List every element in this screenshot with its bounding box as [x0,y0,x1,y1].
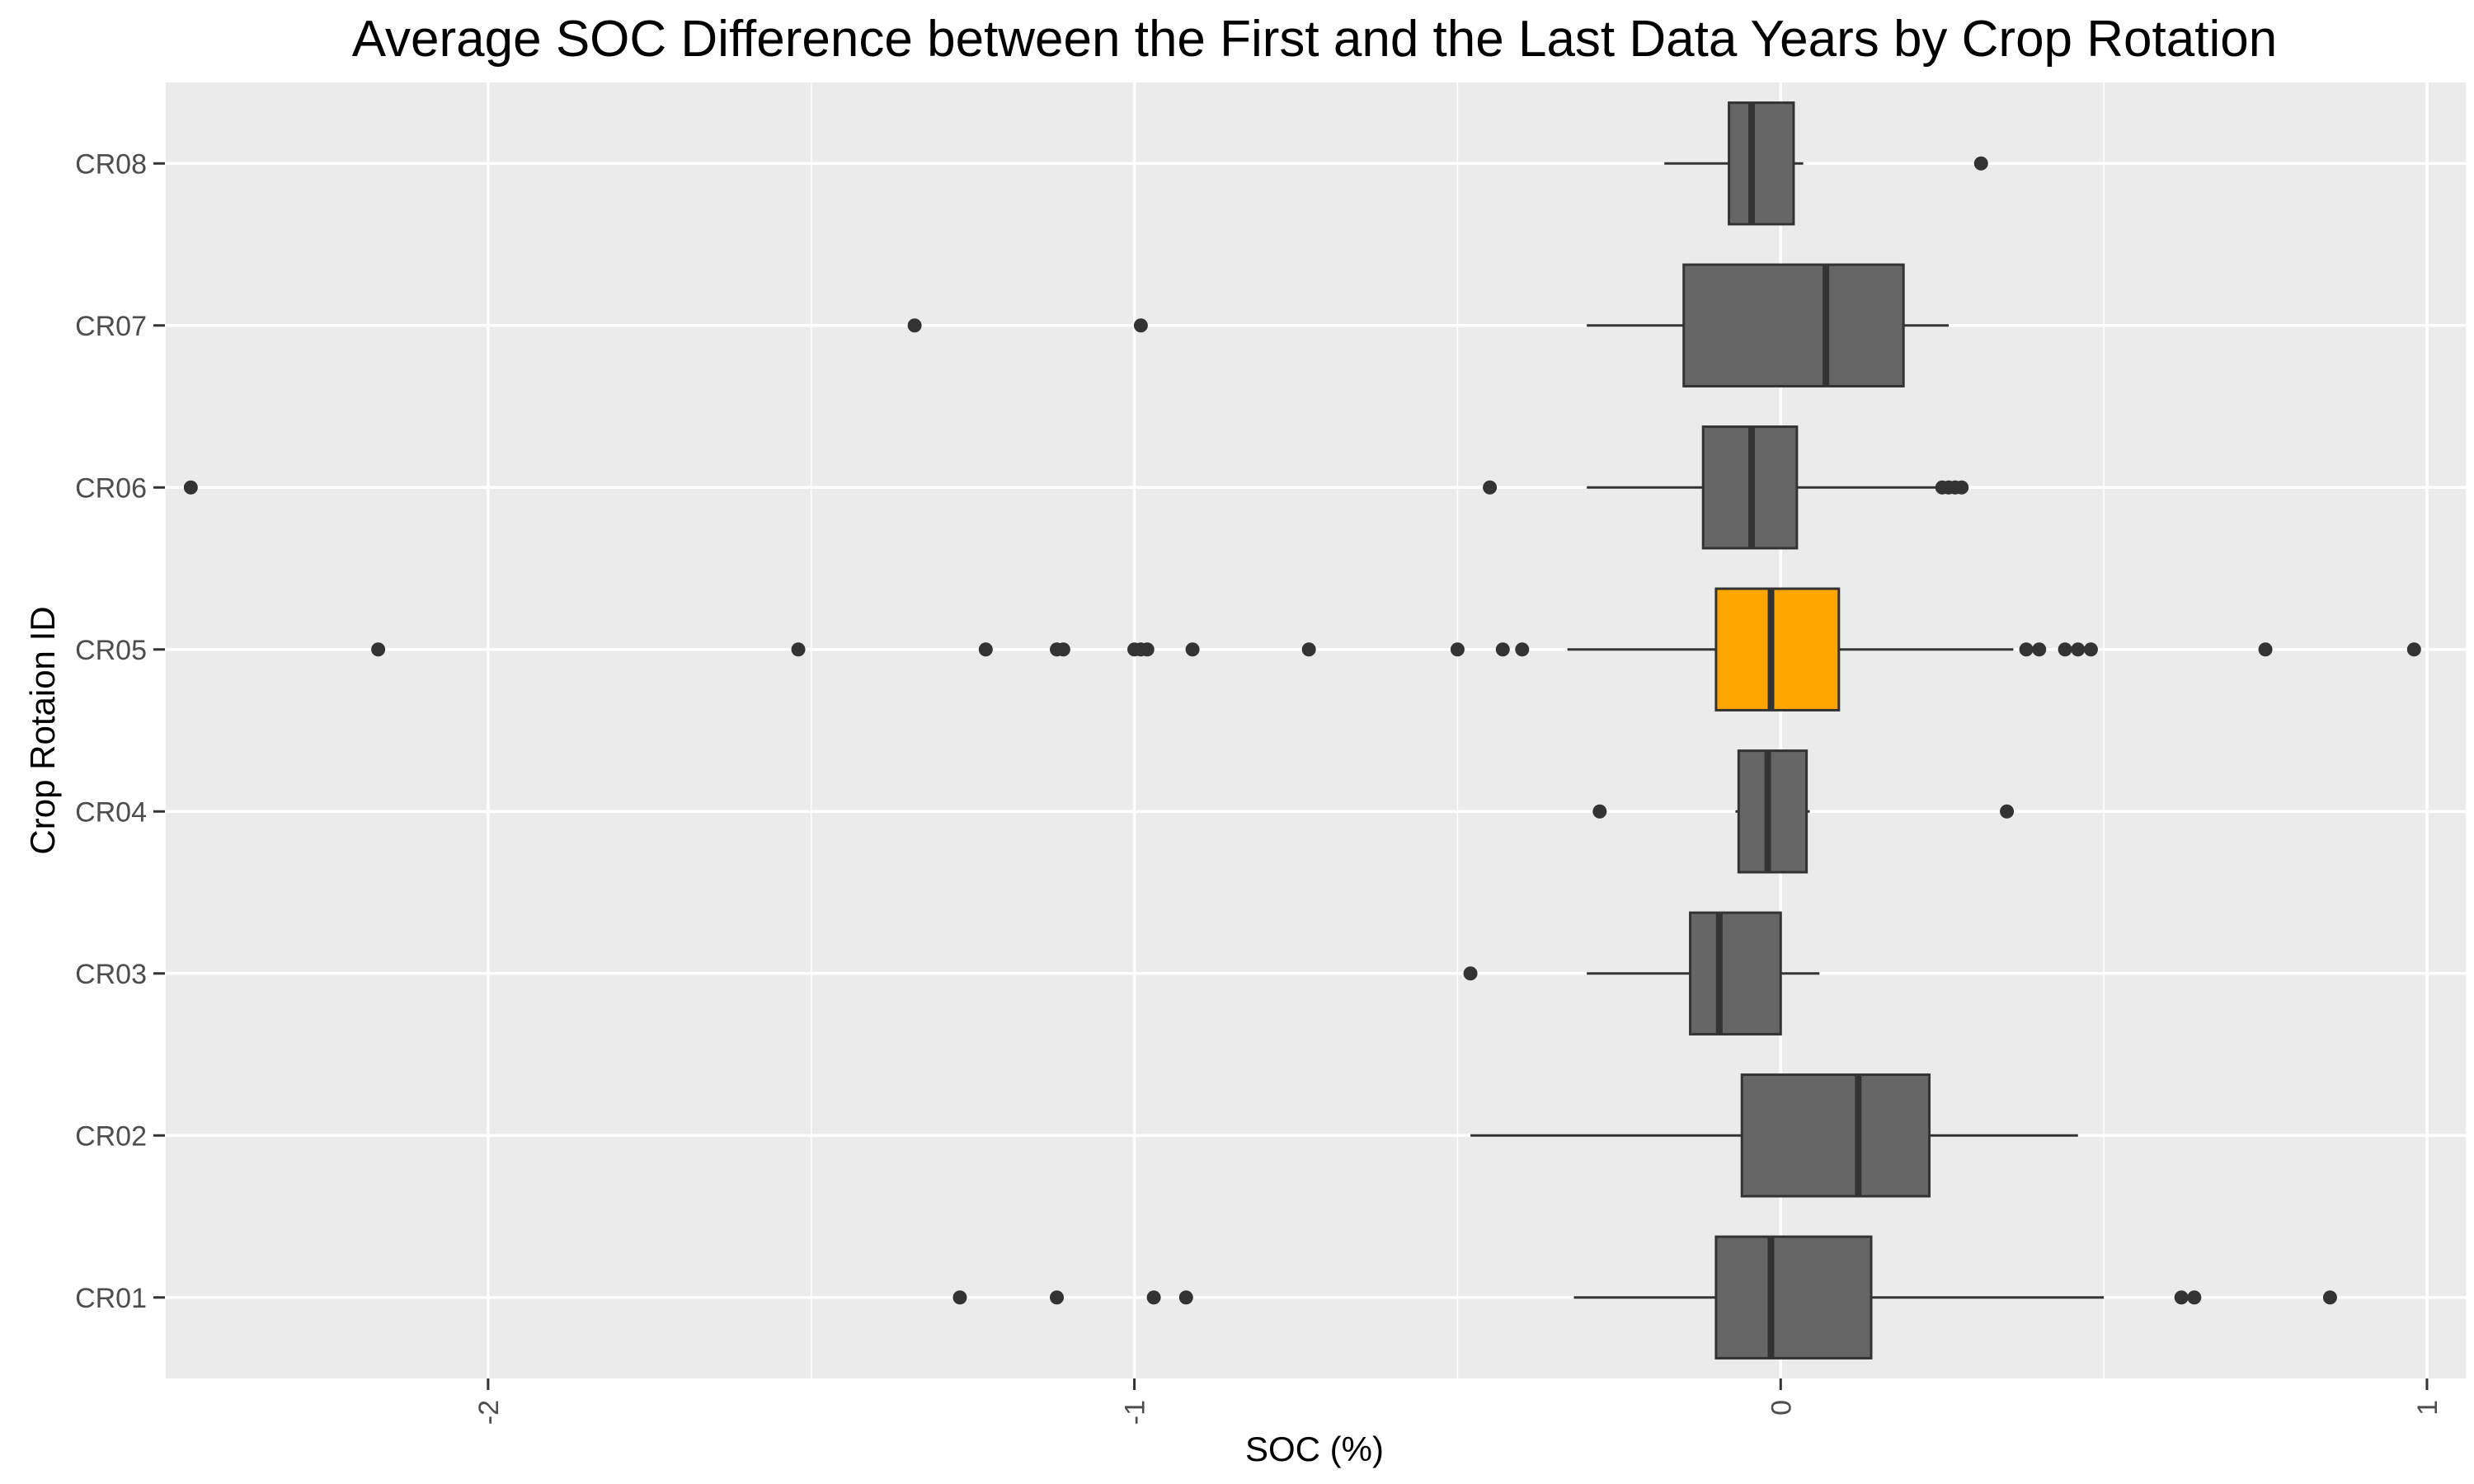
chart-title: Average SOC Difference between the First… [352,11,2277,68]
box-iqr [1714,1235,1873,1360]
outlier-point [1592,804,1607,819]
outlier-point [2071,642,2086,657]
y-tick-label: CR03 [75,959,147,990]
box-cr05 [371,587,2421,711]
outlier-point [1146,1290,1161,1305]
box-iqr [1682,263,1905,387]
box-iqr [1714,587,1841,711]
x-axis-title: SOC (%) [1245,1430,1384,1468]
x-tick-label: 0 [1766,1400,1797,1416]
x-tick-label: 1 [2412,1400,2443,1416]
outlier-point [1515,642,1530,657]
outlier-point [1301,642,1316,657]
box-layer [183,101,2421,1360]
outlier-point [1483,480,1498,495]
box-iqr [1689,911,1782,1036]
box-iqr [1728,101,1795,226]
outlier-point [1140,642,1155,657]
y-tick-label: CR04 [75,796,147,828]
y-tick-label: CR01 [75,1283,147,1314]
y-tick-label: CR02 [75,1120,147,1152]
outlier-point [1050,1290,1065,1305]
outlier-point [1495,642,1510,657]
y-tick-label: CR07 [75,311,147,342]
outlier-point [1954,480,1969,495]
outlier-point [1056,642,1070,657]
box-iqr [1737,749,1808,874]
outlier-point [2083,642,2098,657]
box-cr08 [1664,101,1988,226]
outlier-point [1178,1290,1193,1305]
x-tick-label: -1 [1120,1400,1151,1425]
y-tick-label: CR08 [75,148,147,180]
box-cr03 [1463,911,1820,1036]
y-tick-label: CR06 [75,472,147,504]
axis-layer: CR01 CR02 CR03 CR04 CR05 CR06 CR07 CR08 -2 -1 0 1 [75,148,2443,1425]
outlier-point [2019,642,2034,657]
outlier-point [2174,1290,2189,1305]
box-cr04 [1592,749,2015,874]
outlier-point [952,1290,967,1305]
outlier-point [2058,642,2072,657]
box-cr02 [1470,1073,2078,1198]
outlier-point [2258,642,2273,657]
outlier-point [978,642,993,657]
outlier-point [2032,642,2047,657]
plot-panel [165,82,2466,1378]
outlier-point [2322,1290,2337,1305]
y-axis-title: Crop Rotaion ID [23,606,62,854]
outlier-point [1185,642,1200,657]
y-tick-label: CR05 [75,635,147,666]
outlier-point [1450,642,1465,657]
outlier-point [183,480,198,495]
outlier-point [2000,804,2015,819]
outlier-point [1133,318,1148,333]
outlier-point [907,318,922,333]
outlier-point [791,642,806,657]
box-cr07 [907,263,1950,387]
outlier-point [371,642,386,657]
outlier-point [2406,642,2421,657]
outlier-point [2187,1290,2202,1305]
box-cr01 [952,1235,2337,1360]
outlier-point [1463,966,1478,981]
box-iqr [1740,1073,1931,1198]
outlier-point [1973,156,1988,171]
box-cr06 [183,425,1969,550]
x-tick-label: -2 [473,1400,505,1425]
